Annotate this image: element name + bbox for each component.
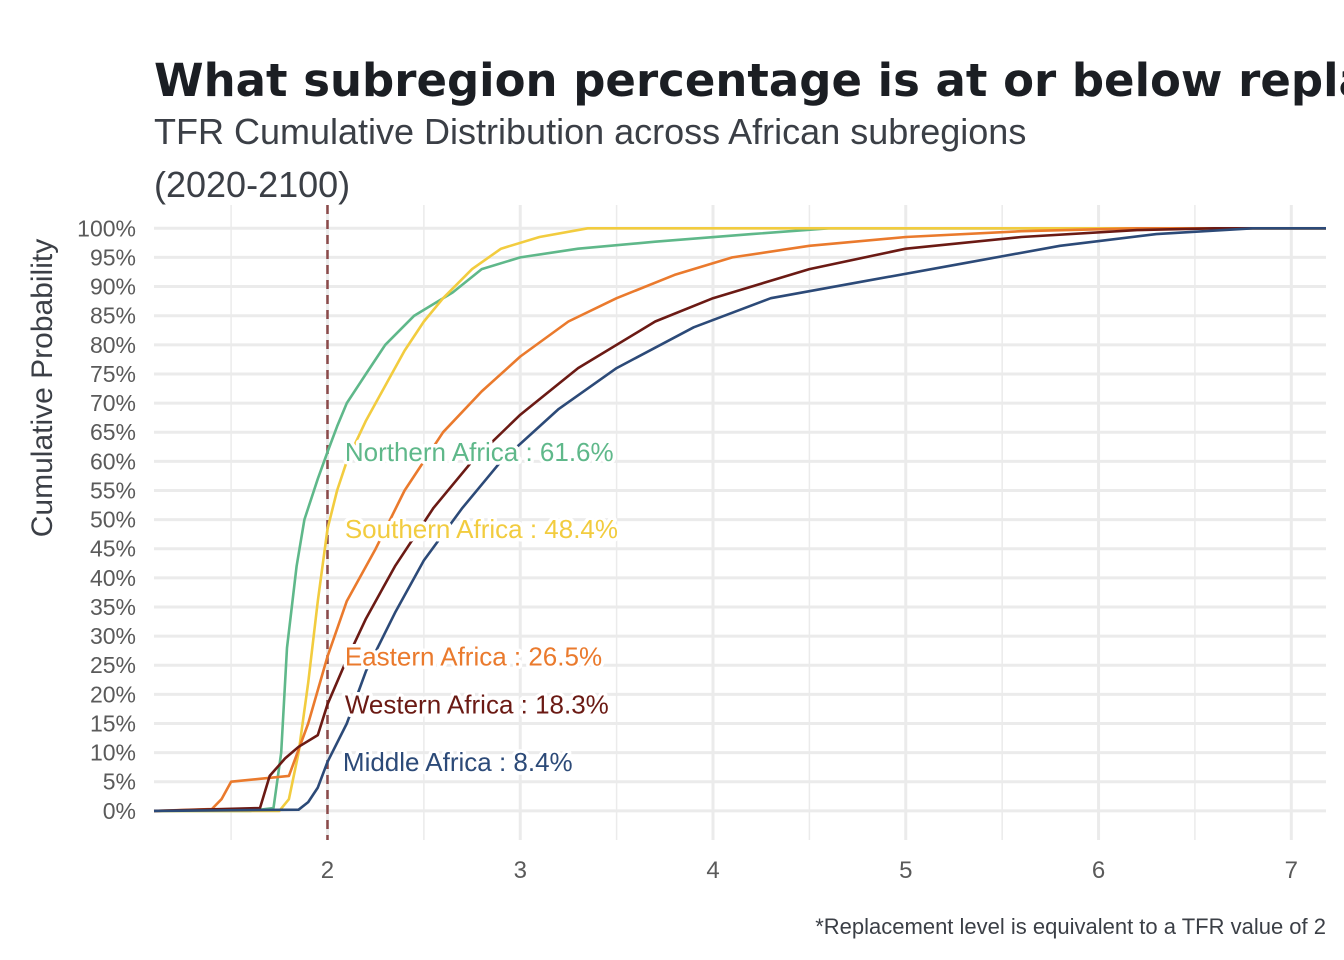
series-label-halo-middle-africa: Middle Africa : 8.4% — [343, 747, 573, 777]
series-label-halo-northern-africa: Northern Africa : 61.6% — [345, 437, 614, 467]
series-line-western-africa — [153, 227, 1326, 813]
y-tick-label: 0% — [103, 798, 136, 824]
chart-subtitle-line-2: (2020-2100) — [154, 164, 350, 205]
x-tick-label: 4 — [706, 857, 719, 884]
y-tick-label: 75% — [90, 361, 136, 387]
gridlines — [154, 205, 1326, 840]
chart-caption: *Replacement level is equivalent to a TF… — [815, 914, 1326, 939]
y-tick-label: 90% — [90, 274, 136, 300]
chart-subtitle-line-1: TFR Cumulative Distribution across Afric… — [154, 111, 1026, 152]
y-tick-label: 35% — [90, 594, 136, 620]
y-tick-label: 55% — [90, 477, 136, 503]
y-tick-label: 50% — [90, 507, 136, 533]
series-label-western-africa: Western Africa : 18.3% — [345, 689, 609, 719]
series-label-middle-africa: Middle Africa : 8.4% — [343, 747, 573, 777]
y-tick-label: 60% — [90, 448, 136, 474]
series-label-halo-eastern-africa: Eastern Africa : 26.5% — [345, 641, 602, 671]
series-label-northern-africa: Northern Africa : 61.6% — [345, 437, 614, 467]
x-axis-tick-labels: 2 3 4 5 6 7 — [321, 857, 1298, 884]
y-tick-label: 45% — [90, 536, 136, 562]
y-tick-label: 30% — [90, 623, 136, 649]
x-tick-label: 5 — [899, 857, 912, 884]
series-label-eastern-africa: Eastern Africa : 26.5% — [345, 641, 602, 671]
series-line-eastern-africa — [153, 227, 1326, 813]
series-lines — [153, 227, 1326, 813]
x-tick-label: 6 — [1092, 857, 1105, 884]
y-tick-label: 65% — [90, 419, 136, 445]
chart-title: What subregion percentage is at or below… — [154, 54, 1344, 107]
x-tick-label: 7 — [1285, 857, 1298, 884]
y-tick-label: 5% — [103, 769, 136, 795]
y-tick-label: 25% — [90, 652, 136, 678]
series-label-halo-southern-africa: Southern Africa : 48.4% — [345, 514, 618, 544]
series-line-middle-africa — [153, 227, 1326, 813]
series-line-northern-africa — [154, 227, 1326, 813]
y-tick-label: 15% — [90, 710, 136, 736]
y-tick-label: 80% — [90, 332, 136, 358]
y-tick-label: 40% — [90, 565, 136, 591]
y-tick-label: 70% — [90, 390, 136, 416]
y-axis-label: Cumulative Probability — [26, 239, 59, 537]
y-tick-label: 100% — [77, 215, 136, 241]
x-tick-label: 3 — [514, 857, 527, 884]
y-tick-label: 20% — [90, 681, 136, 707]
series-labels: Northern Africa : 61.6%Northern Africa :… — [339, 434, 621, 781]
x-tick-label: 2 — [321, 857, 334, 884]
y-tick-label: 85% — [90, 303, 136, 329]
series-label-southern-africa: Southern Africa : 48.4% — [345, 514, 618, 544]
y-axis-tick-labels: 0% 5% 10% 15% 20% 25% 30% 35% 40% 45% 50% 55% 60% 65%… — [77, 215, 136, 824]
y-tick-label: 95% — [90, 244, 136, 270]
y-tick-label: 10% — [90, 740, 136, 766]
series-label-halo-western-africa: Western Africa : 18.3% — [345, 689, 609, 719]
